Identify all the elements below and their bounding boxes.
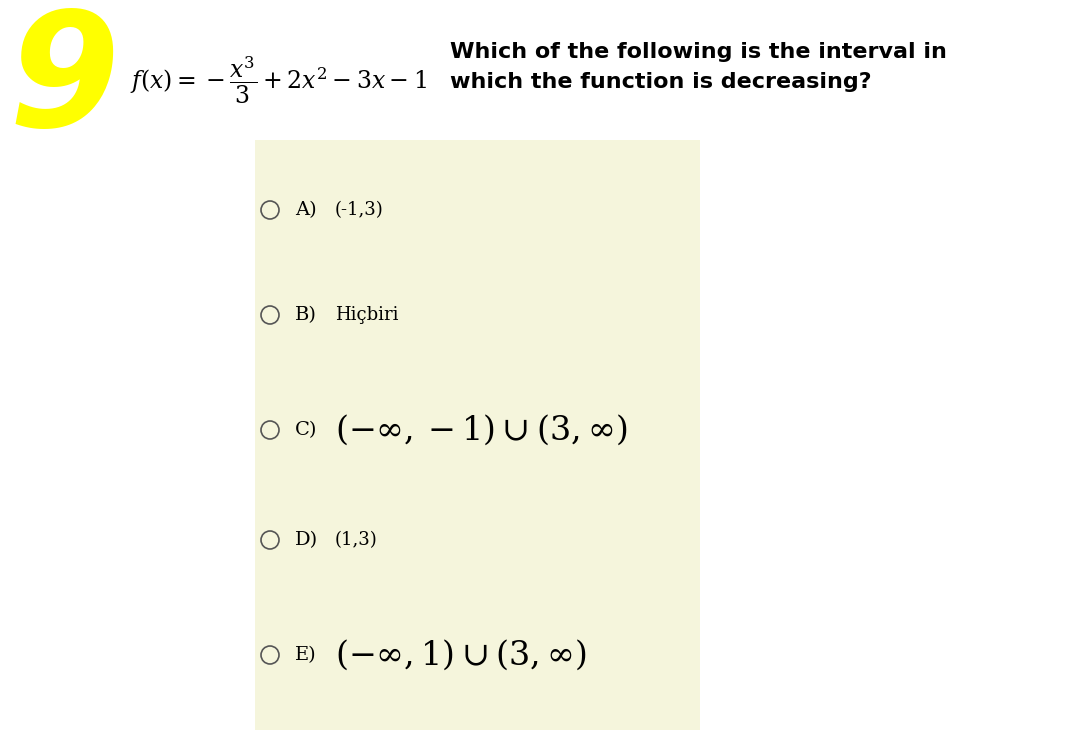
Text: (1,3): (1,3) [335, 531, 377, 549]
Text: Which of the following is the interval in: Which of the following is the interval i… [450, 42, 946, 62]
Text: A): A) [295, 201, 317, 219]
Bar [255, 140, 700, 730]
Text: Hiçbiri: Hiçbiri [335, 306, 399, 324]
Text: (-1,3): (-1,3) [335, 201, 384, 219]
Text: C): C) [295, 421, 317, 439]
Text: $f(x) = -\dfrac{x^3}{3} + 2x^2 - 3x - 1$: $f(x) = -\dfrac{x^3}{3} + 2x^2 - 3x - 1$ [130, 55, 427, 106]
Text: which the function is decreasing?: which the function is decreasing? [450, 72, 872, 92]
Text: D): D) [295, 531, 318, 549]
Text: $(-\infty,1) \cup (3,\infty)$: $(-\infty,1) \cup (3,\infty)$ [335, 638, 586, 672]
Text: 9: 9 [8, 5, 120, 160]
Text: B): B) [295, 306, 317, 324]
Text: E): E) [295, 646, 317, 664]
Text: $(-\infty,-1) \cup (3,\infty)$: $(-\infty,-1) \cup (3,\infty)$ [335, 412, 627, 447]
